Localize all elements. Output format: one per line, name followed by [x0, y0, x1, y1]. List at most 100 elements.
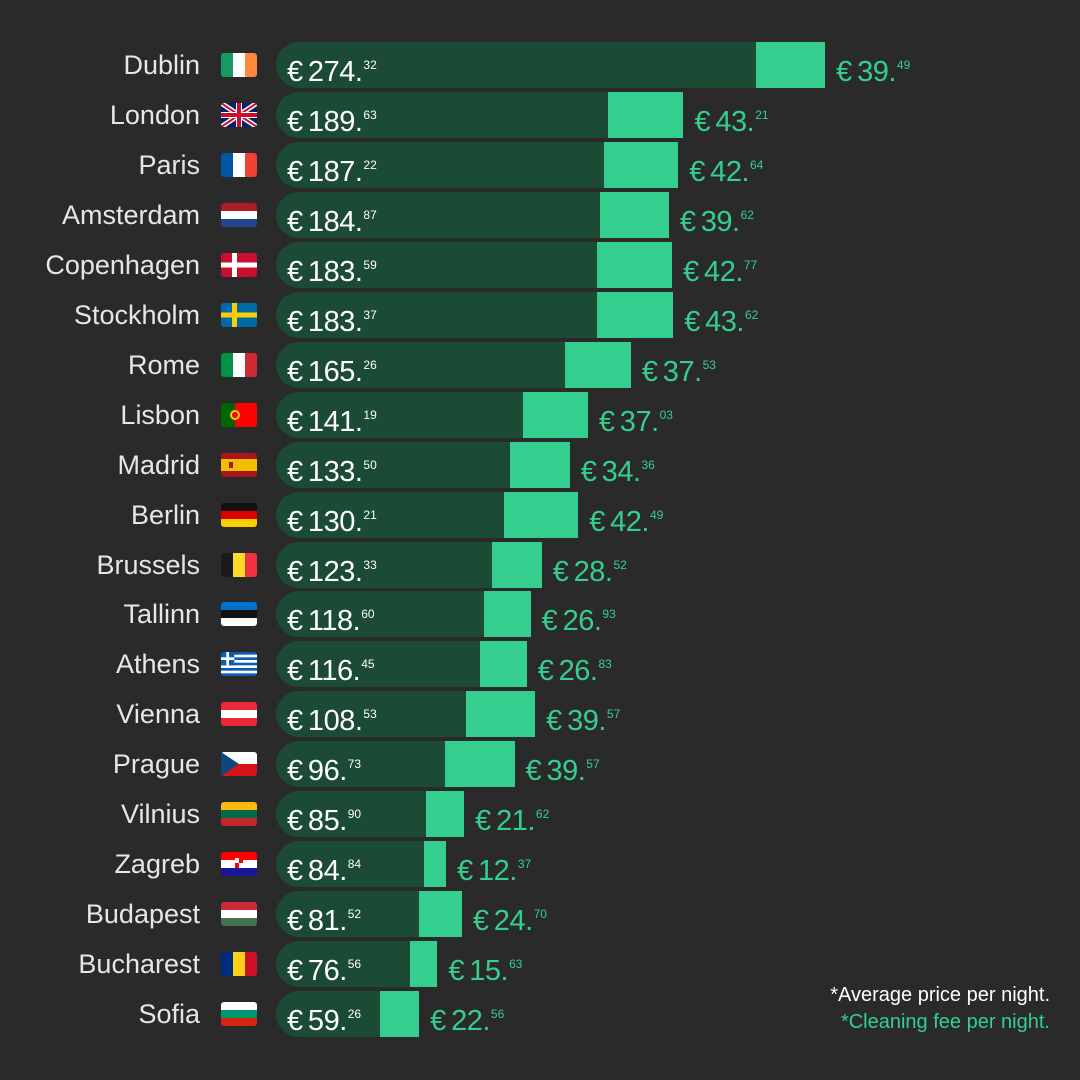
fee-cents: 52	[613, 557, 627, 572]
flag-it-icon	[221, 352, 257, 377]
fee-cents: 37	[517, 857, 532, 872]
fee-cents: 57	[606, 707, 621, 722]
flag-bg-icon	[221, 1002, 257, 1027]
fee-value-label: € 24.70	[472, 905, 547, 938]
price-value-label: € 184.87	[287, 205, 377, 238]
price-bar	[276, 891, 419, 938]
price-bar	[276, 941, 410, 988]
cleaning-fee-bar	[445, 741, 515, 788]
flag-hr-icon	[221, 852, 257, 877]
city-label: Lisbon	[120, 399, 200, 430]
fee-cents: 56	[490, 1007, 505, 1022]
price-value-label: € 59.26	[287, 1005, 362, 1038]
flag-nl-icon	[221, 202, 257, 227]
price-value-label: € 274.32	[287, 56, 377, 88]
price-bar	[276, 441, 510, 488]
cleaning-fee-bar	[465, 691, 536, 738]
price-bar	[276, 791, 427, 838]
fee-value-label: € 12.37	[457, 855, 532, 888]
price-cents: 37	[363, 307, 377, 322]
price-cents: 19	[363, 407, 377, 422]
cleaning-fee-bar	[503, 491, 579, 538]
city-label: London	[109, 99, 200, 130]
bar-row: Sofia € 59.26 € 22.56	[0, 991, 1080, 1038]
fee-cents: 03	[659, 407, 673, 422]
cleaning-fee-bar	[426, 791, 465, 838]
bar-row: Lisbon € 141.19 € 37.03	[0, 391, 1080, 438]
city-label: Berlin	[130, 499, 200, 530]
cleaning-fee-bar	[603, 141, 679, 188]
city-label: Copenhagen	[45, 249, 200, 280]
legend-fee-note: *Cleaning fee per night.	[840, 1011, 1050, 1033]
price-cents: 50	[363, 457, 377, 472]
fee-value-label: € 39.62	[679, 205, 754, 238]
cleaning-fee-bar	[509, 441, 570, 488]
cleaning-fee-bar	[599, 191, 669, 238]
price-value-label: € 85.90	[287, 805, 362, 838]
price-value-label: € 130.21	[287, 505, 377, 538]
price-value-label: € 187.22	[287, 155, 377, 188]
flag-fr-icon	[221, 152, 257, 177]
fee-value-label: € 28.52	[552, 555, 627, 588]
price-bar	[276, 991, 380, 1038]
price-cents: 56	[347, 957, 362, 972]
fee-cents: 21	[755, 107, 769, 122]
bar-row: Prague € 96.73 € 39.57	[0, 741, 1080, 788]
price-value-label: € 189.63	[287, 105, 377, 138]
legend-price-note: *Average price per night.	[830, 984, 1050, 1006]
price-value-label: € 141.19	[287, 405, 377, 438]
price-cents: 52	[347, 907, 362, 922]
fee-cents: 93	[602, 607, 616, 622]
bar-row: Brussels € 123.33 € 28.52	[0, 541, 1080, 588]
flag-be-icon	[221, 552, 257, 577]
price-cents: 26	[363, 357, 377, 372]
bar-row: Amsterdam € 184.87 € 39.62	[0, 191, 1080, 238]
price-cents: 59	[363, 257, 377, 272]
price-bar	[276, 42, 757, 88]
price-bar	[276, 591, 484, 638]
price-cents: 90	[347, 807, 362, 822]
fee-value-label: € 26.83	[537, 655, 612, 688]
cleaning-fee-bar	[523, 391, 588, 438]
price-bar	[276, 91, 608, 138]
cleaning-fee-bar	[379, 991, 420, 1038]
fee-value-label: € 43.62	[684, 305, 759, 338]
price-bar	[276, 541, 492, 588]
price-cents: 84	[347, 857, 362, 872]
price-value-label: € 76.56	[287, 955, 362, 988]
city-label: Vienna	[116, 699, 200, 730]
fee-cents: 53	[702, 357, 716, 372]
price-cents: 60	[361, 607, 375, 622]
cleaning-fee-bar	[491, 541, 542, 588]
cleaning-fee-bar	[479, 641, 527, 688]
price-value-label: € 96.73	[287, 755, 362, 788]
flag-se-icon	[221, 302, 257, 327]
city-label: Budapest	[85, 899, 200, 930]
bar-row: Paris € 187.22 € 42.64	[0, 141, 1080, 188]
fee-cents: 63	[509, 957, 523, 972]
city-label: Tallinn	[123, 599, 200, 630]
bar-row: Madrid € 133.50 € 34.36	[0, 441, 1080, 488]
fee-value-label: € 42.77	[683, 255, 758, 288]
bar-row: Tallinn € 118.60 € 26.93	[0, 591, 1080, 638]
fee-value-label: € 15.63	[448, 955, 523, 988]
flag-gb-icon	[221, 102, 257, 127]
price-value-label: € 123.33	[287, 555, 377, 588]
flag-de-icon	[221, 502, 257, 527]
price-value-label: € 116.45	[287, 655, 375, 688]
city-label: Prague	[112, 749, 200, 780]
fee-cents: 49	[649, 507, 664, 522]
price-value-label: € 183.37	[287, 305, 377, 338]
price-bar	[276, 491, 504, 538]
bar-row: Rome € 165.26 € 37.53	[0, 341, 1080, 388]
bar-row: Vienna € 108.53 € 39.57	[0, 691, 1080, 738]
bar-row: Dublin € 274.32 € 39.49	[0, 42, 1080, 88]
cleaning-fee-bar	[483, 591, 531, 638]
price-cents: 33	[363, 557, 377, 572]
cleaning-fee-bar	[597, 241, 673, 288]
flag-dk-icon	[221, 252, 257, 277]
fee-value-label: € 39.57	[546, 705, 621, 738]
price-bar	[276, 241, 598, 288]
fee-cents: 57	[586, 757, 600, 772]
